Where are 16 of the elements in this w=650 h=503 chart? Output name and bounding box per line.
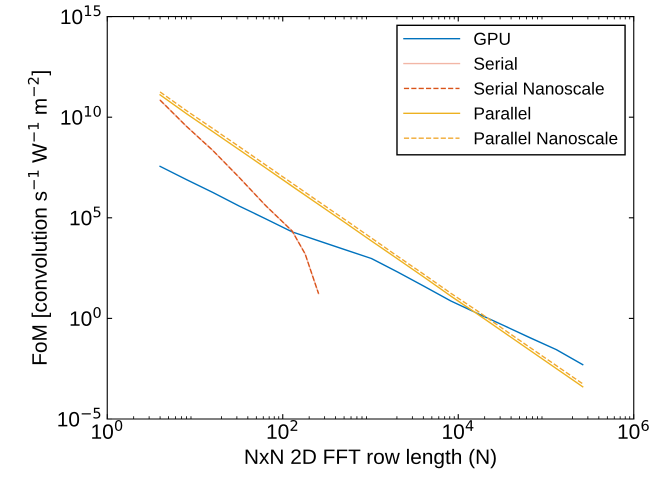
legend-label: Parallel Nanoscale bbox=[474, 132, 618, 144]
y-tick-label: 10$^{15}$ bbox=[61, 5, 101, 24]
x-axis-title: NxN 2D FFT row length (N) bbox=[246, 448, 496, 468]
legend-label: Serial bbox=[474, 57, 517, 70]
line-series bbox=[159, 166, 584, 366]
y-tick-label: 10$^{5}$ bbox=[70, 206, 100, 226]
legend-label: GPU bbox=[474, 32, 510, 45]
x-tick-label: 10$^{6}$ bbox=[618, 420, 649, 440]
x-tick-label: 10$^{2}$ bbox=[268, 420, 298, 440]
y-axis-title: FoM [convolution s$^{−1}$ W$^{−1}$ m$^{−2}$] bbox=[28, 71, 51, 364]
legend-label: Parallel bbox=[474, 106, 530, 120]
y-tick-label: 10$^{10}$ bbox=[61, 106, 101, 125]
x-tick-label: 10$^{4}$ bbox=[443, 420, 474, 440]
x-tick-label: 10$^{0}$ bbox=[92, 420, 122, 440]
y-tick-label: 10$^{0}$ bbox=[70, 306, 101, 326]
legend-label: Serial Nanoscale bbox=[474, 82, 604, 95]
